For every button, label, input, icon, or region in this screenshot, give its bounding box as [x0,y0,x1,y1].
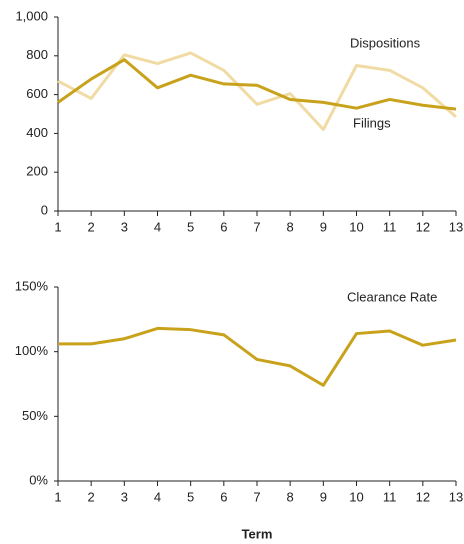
x-tick-label: 5 [187,489,194,504]
x-tick-label: 3 [121,489,128,504]
x-tick-label: 10 [349,489,363,504]
x-tick-label: 5 [187,219,194,234]
x-tick-label: 2 [88,489,95,504]
series-label: Filings [353,115,391,130]
y-tick-label: 600 [26,86,48,101]
x-tick-label: 11 [383,219,397,234]
x-axis-title: Term [242,526,273,541]
x-tick-label: 6 [220,219,227,234]
x-tick-label: 13 [449,489,463,504]
series-label: Dispositions [350,35,421,50]
series-line [58,326,457,387]
y-tick-label: 100% [15,343,49,358]
y-tick-label: 400 [26,125,48,140]
x-tick-label: 3 [121,219,128,234]
x-tick-label: 8 [287,219,294,234]
x-tick-label: 1 [54,219,61,234]
x-tick-label: 10 [349,219,363,234]
series-label: Clearance Rate [347,289,437,304]
x-tick-label: 7 [253,219,260,234]
y-tick-label: 50% [22,408,48,423]
x-tick-label: 6 [220,489,227,504]
y-tick-label: 0 [41,202,48,217]
y-tick-label: 0% [29,472,48,487]
x-tick-label: 13 [449,219,463,234]
series-line [57,51,457,132]
x-tick-label: 4 [154,219,161,234]
x-tick-label: 1 [54,489,61,504]
x-tick-label: 8 [287,489,294,504]
y-tick-label: 1,000 [15,8,48,23]
y-tick-label: 200 [26,164,48,179]
x-tick-label: 9 [320,489,327,504]
x-tick-label: 7 [253,489,260,504]
x-tick-label: 12 [416,489,430,504]
x-tick-label: 11 [383,489,397,504]
x-tick-label: 9 [320,219,327,234]
series-line [57,58,457,111]
x-tick-label: 4 [154,489,161,504]
x-tick-label: 12 [416,219,430,234]
x-tick-label: 2 [88,219,95,234]
y-tick-label: 800 [26,47,48,62]
y-tick-label: 150% [15,278,49,293]
